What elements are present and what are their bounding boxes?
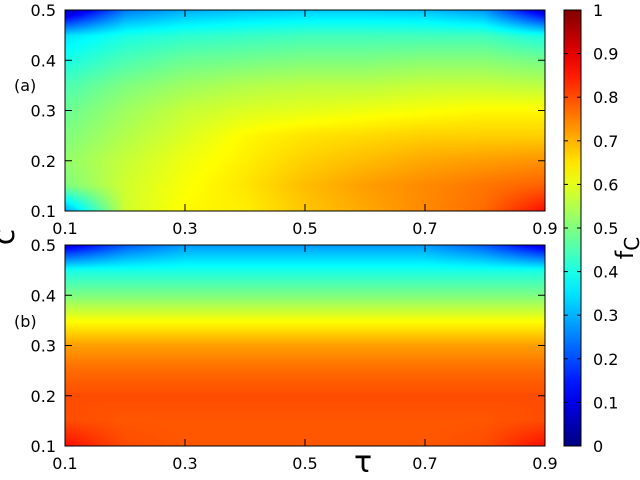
colorbar-tick-label: 1 — [593, 1, 603, 20]
colorbar-tick-label: 0.5 — [593, 219, 618, 238]
y-tick-label: 0.2 — [31, 152, 56, 171]
y-tick-label: 0.1 — [31, 437, 56, 456]
colorbar-ticks: 0 0.1 0.2 0.3 0.4 0.5 0.6 0.7 0.8 0.9 1 — [564, 1, 618, 456]
colorbar-tick-label: 0.4 — [593, 263, 618, 282]
y-axis-title: c — [0, 229, 22, 246]
ticks-a: 0.1 0.3 0.5 0.7 0.9 0.1 0.2 0.3 0.4 0.5 — [31, 1, 558, 238]
ticks-b: 0.1 0.3 0.5 0.7 0.9 0.1 0.2 0.3 0.4 0.5 — [31, 236, 558, 473]
panel-label-b: (b) — [14, 312, 37, 331]
panel-label-a: (a) — [14, 76, 36, 95]
colorbar-tick-label: 0.9 — [593, 45, 618, 64]
x-tick-label: 0.7 — [412, 454, 437, 473]
colorbar-tick-label: 0.6 — [593, 175, 618, 194]
x-tick-label: 0.1 — [52, 454, 77, 473]
colorbar-title: fC — [611, 237, 640, 259]
x-tick-label: 0.5 — [292, 219, 317, 238]
x-tick-label: 0.7 — [412, 219, 437, 238]
x-tick-label: 0.3 — [172, 219, 197, 238]
colorbar-tick-label: 0.1 — [593, 393, 618, 412]
y-tick-label: 0.5 — [31, 236, 56, 255]
y-tick-label: 0.1 — [31, 202, 56, 221]
x-tick-label: 0.9 — [532, 219, 557, 238]
y-tick-label: 0.3 — [31, 337, 56, 356]
x-tick-label: 0.9 — [532, 454, 557, 473]
y-tick-label: 0.3 — [31, 102, 56, 121]
colorbar-tick-label: 0.7 — [593, 132, 618, 151]
x-tick-label: 0.3 — [172, 454, 197, 473]
colorbar: 0 0.1 0.2 0.3 0.4 0.5 0.6 0.7 0.8 0.9 1 fC — [563, 1, 640, 456]
x-tick-label: 0.1 — [52, 219, 77, 238]
heatmap-a — [65, 10, 545, 211]
panel-a: 0.1 0.3 0.5 0.7 0.9 0.1 0.2 0.3 0.4 0.5 (a) — [14, 1, 558, 238]
y-tick-label: 0.4 — [31, 286, 56, 305]
panel-b: 0.1 0.3 0.5 0.7 0.9 0.1 0.2 0.3 0.4 0.5 (b) — [14, 236, 558, 473]
colorbar-title-main: f — [611, 250, 639, 259]
colorbar-tick-label: 0.8 — [593, 88, 618, 107]
colorbar-tick-label: 0.3 — [593, 306, 618, 325]
y-tick-label: 0.5 — [31, 1, 56, 20]
heatmap-b — [65, 245, 545, 446]
x-tick-label: 0.5 — [292, 454, 317, 473]
x-axis-title: τ — [354, 445, 372, 480]
colorbar-tick-label: 0 — [593, 437, 603, 456]
y-tick-label: 0.4 — [31, 51, 56, 70]
colorbar-title-subscript: C — [620, 237, 640, 251]
y-tick-label: 0.2 — [31, 387, 56, 406]
colorbar-tick-label: 0.2 — [593, 350, 618, 369]
